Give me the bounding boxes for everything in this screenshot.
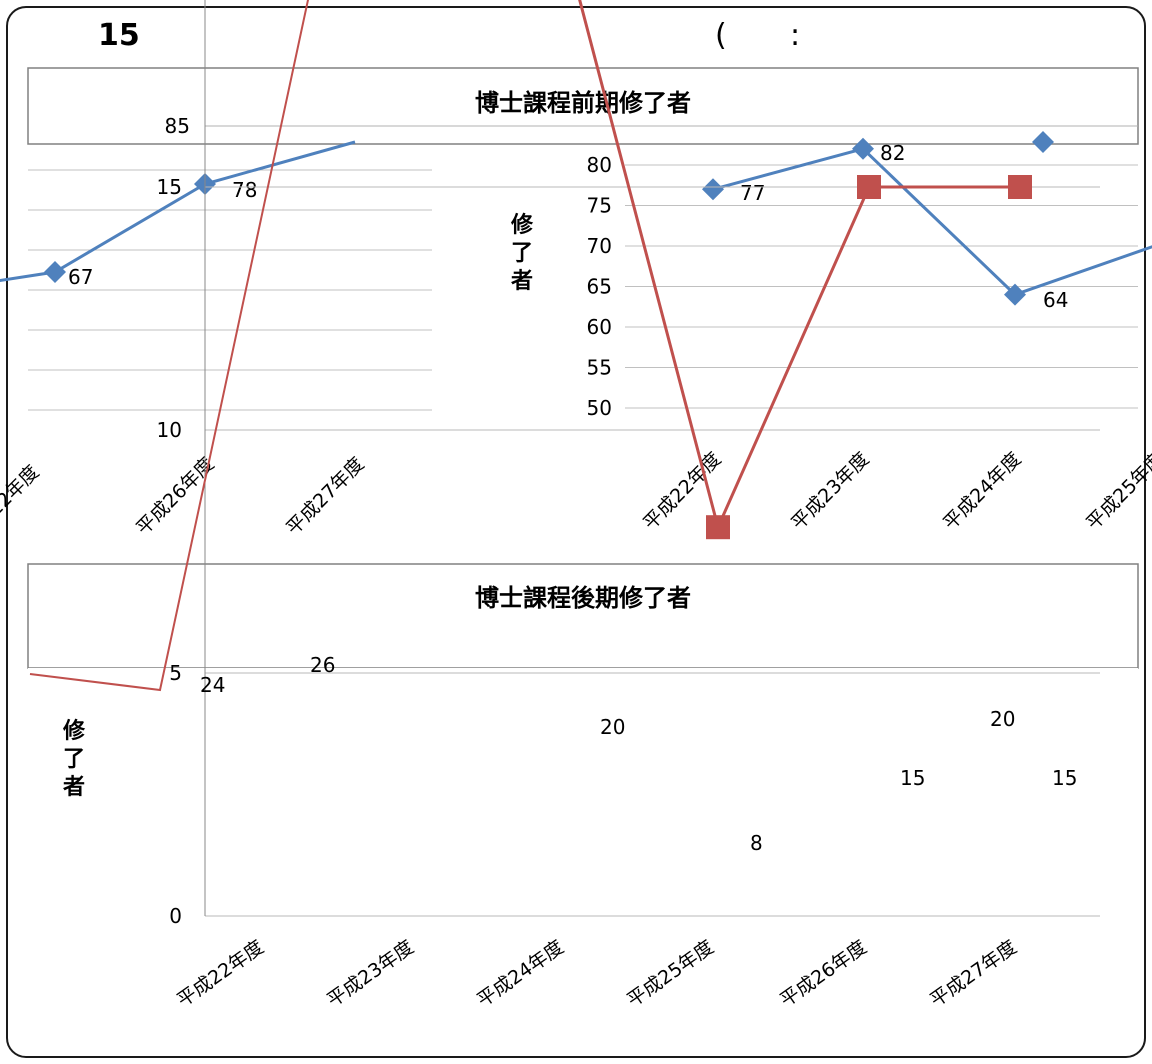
chart-1-ytick-label: 60 xyxy=(587,315,612,339)
chart-1-ytick-label: 55 xyxy=(587,356,612,380)
chart-1-data-label: 77 xyxy=(740,181,765,205)
chart-2-category-label: 平成22年度 xyxy=(173,936,268,1011)
chart-1-series-line xyxy=(0,140,356,282)
chart-2-category-label: 平成23年度 xyxy=(323,936,418,1011)
chart-2-point xyxy=(857,175,881,199)
chart-2-ylabel: 者 xyxy=(62,775,85,800)
chart-2: 博士課程後期修了者051015202530修了者2620815152420平成2… xyxy=(27,0,1139,1012)
chart-1-point xyxy=(702,178,724,201)
chart-2-data-label: 20 xyxy=(990,707,1015,731)
chart-2-ytick-label: 0 xyxy=(169,904,182,928)
chart-1-point xyxy=(44,261,66,283)
chart-2-series-line xyxy=(29,0,310,692)
chart-2-category-label: 平成24年度 xyxy=(473,936,568,1011)
chart-2-category-label: 平成27年度 xyxy=(926,936,1021,1011)
chart-2-data-label: 20 xyxy=(600,715,625,739)
chart-1-point xyxy=(1004,283,1026,306)
chart-1: 博士課程前期修了者 85 50 55 60 65 70 75 80 修了者 77 82 64 67 78 平成… xyxy=(0,67,1152,547)
chart-1-data-label: 82 xyxy=(880,141,905,165)
chart-2-point xyxy=(1008,175,1032,199)
chart-2-ytick-label: 15 xyxy=(157,175,182,199)
chart-1-title: 博士課程前期修了者 xyxy=(475,89,691,117)
chart-1-ylabel: 了 xyxy=(511,241,533,266)
chart-1-ylabel: 者 xyxy=(510,269,533,294)
header-number: 15 xyxy=(98,18,140,53)
chart-2-category-label: 平成25年度 xyxy=(623,936,718,1011)
chart-1-category-label: 平成27年度 xyxy=(282,453,368,539)
chart-1-ytick-label: 85 xyxy=(165,114,190,138)
chart-2-point xyxy=(706,515,730,540)
chart-2-data-label: 26 xyxy=(310,653,335,677)
chart-1-category-label: 平成22年度 xyxy=(0,461,44,547)
chart-2-title: 博士課程後期修了者 xyxy=(475,584,691,612)
chart-2-title-box xyxy=(27,563,1139,669)
chart-1-data-label: 78 xyxy=(232,178,257,202)
chart-1-ytick-label: 80 xyxy=(587,153,612,177)
chart-1-point xyxy=(1032,131,1054,153)
header-paren: ( xyxy=(715,18,727,53)
chart-2-series-line xyxy=(578,0,1020,532)
header-colon: : xyxy=(790,18,801,53)
chart-1-point xyxy=(852,137,874,160)
chart-1-data-label: 67 xyxy=(68,265,93,289)
chart-1-ytick-label: 65 xyxy=(587,275,612,299)
chart-1-category-label: 平成23年度 xyxy=(787,448,873,534)
chart-1-title-box xyxy=(27,67,1139,145)
chart-1-ytick-label: 70 xyxy=(587,234,612,258)
chart-1-category-label: 平成25年度 xyxy=(1082,448,1152,534)
chart-2-data-label: 8 xyxy=(750,831,763,855)
chart-1-ylabel: 修 xyxy=(510,212,534,238)
chart-2-data-label: 15 xyxy=(900,766,925,790)
chart-1-category-label: 平成26年度 xyxy=(132,453,218,539)
chart-1-ytick-label: 50 xyxy=(587,396,612,420)
chart-1-series-line xyxy=(712,147,1152,297)
chart-2-ytick-label: 5 xyxy=(169,661,182,685)
page-frame xyxy=(6,6,1146,1058)
chart-2-ylabel: 修 xyxy=(62,718,86,744)
chart-2-data-label: 15 xyxy=(1052,766,1077,790)
chart-1-category-label: 平成24年度 xyxy=(939,448,1025,534)
chart-1-data-label: 64 xyxy=(1043,288,1068,312)
chart-1-ytick-label: 75 xyxy=(587,194,612,218)
chart-2-ytick-label: 10 xyxy=(157,418,182,442)
chart-2-data-label: 24 xyxy=(200,673,225,697)
chart-2-category-label: 平成26年度 xyxy=(776,936,871,1011)
chart-2-plot-area xyxy=(28,668,1138,938)
chart-2-ylabel: 了 xyxy=(63,747,85,772)
